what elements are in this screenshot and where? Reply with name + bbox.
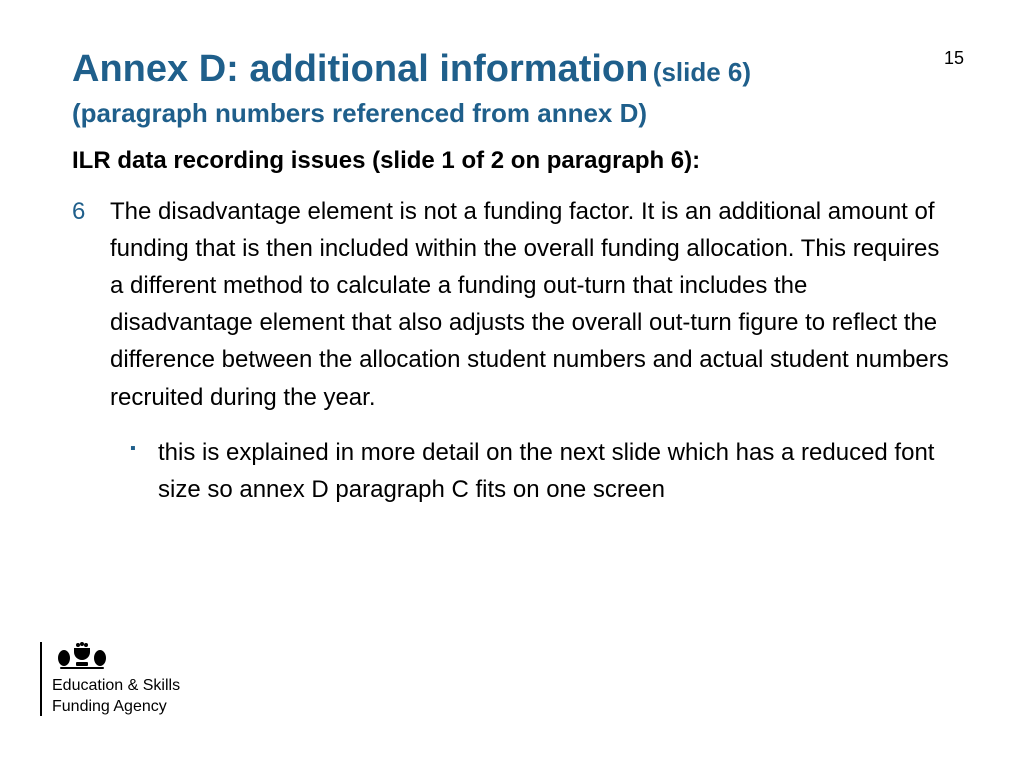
logo-inner: Education & Skills Funding Agency: [52, 642, 180, 718]
title-sub: (paragraph numbers referenced from annex…: [72, 98, 952, 129]
logo-line1: Education & Skills: [52, 676, 180, 697]
page-number: 15: [944, 48, 964, 69]
crest-icon: [52, 642, 112, 670]
org-logo: Education & Skills Funding Agency: [40, 642, 180, 718]
title-line1: Annex D: additional information (slide 6…: [72, 48, 952, 92]
paragraph-body: The disadvantage element is not a fundin…: [110, 193, 952, 416]
slide: 15 Annex D: additional information (slid…: [0, 0, 1024, 768]
section-heading: ILR data recording issues (slide 1 of 2 …: [72, 147, 952, 175]
numbered-paragraph: 6 The disadvantage element is not a fund…: [72, 193, 952, 416]
title-inline-sub: (slide 6): [653, 57, 751, 87]
title-block: Annex D: additional information (slide 6…: [72, 48, 952, 129]
logo-text: Education & Skills Funding Agency: [52, 676, 180, 718]
sub-bullet-body: this is explained in more detail on the …: [158, 434, 952, 508]
sub-bullet: ▪ this is explained in more detail on th…: [130, 434, 952, 508]
logo-divider: [40, 642, 42, 716]
paragraph-number: 6: [72, 193, 110, 230]
title-main: Annex D: additional information: [72, 48, 648, 90]
logo-line2: Funding Agency: [52, 697, 180, 718]
bullet-marker: ▪: [130, 434, 158, 464]
